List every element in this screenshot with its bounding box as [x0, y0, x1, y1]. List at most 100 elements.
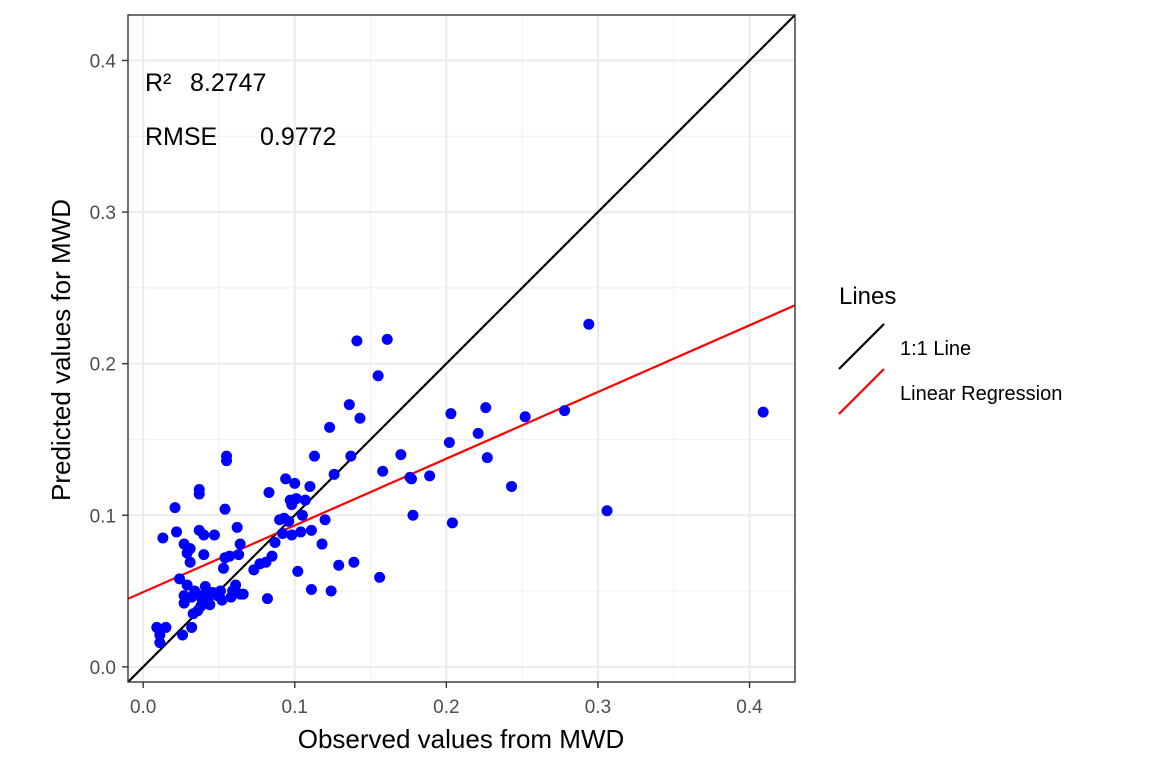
y-tick-label: 0.3 — [90, 203, 116, 224]
data-point — [324, 421, 336, 433]
data-point — [506, 480, 518, 492]
stats-annotation: R² 8.2747 RMSE 0.9772 — [145, 69, 336, 151]
data-point — [424, 470, 436, 482]
data-point — [237, 588, 249, 600]
data-point — [214, 585, 226, 597]
data-point — [308, 450, 320, 462]
data-point — [519, 411, 531, 423]
data-point — [377, 465, 389, 477]
data-point — [345, 450, 357, 462]
data-point — [169, 502, 181, 514]
data-point — [181, 579, 193, 591]
data-point — [299, 494, 311, 506]
legend-key-regression — [838, 368, 885, 415]
data-point — [348, 556, 360, 568]
x-tick-label: 0.0 — [130, 697, 156, 718]
x-tick-label: 0.1 — [282, 697, 308, 718]
legend-label-regression: Linear Regression — [900, 383, 1062, 405]
data-point — [221, 455, 233, 467]
data-point — [178, 597, 190, 609]
r2-value: 8.2747 — [190, 69, 266, 97]
data-point — [283, 515, 295, 527]
data-point — [305, 584, 317, 596]
data-point — [316, 538, 328, 550]
data-point — [445, 408, 457, 420]
plot-border — [127, 14, 796, 683]
data-point — [289, 477, 301, 489]
data-point — [218, 562, 230, 574]
data-point — [231, 521, 243, 533]
data-point — [354, 412, 366, 424]
data-point — [292, 565, 304, 577]
data-point — [343, 399, 355, 411]
data-point — [174, 573, 186, 585]
legend: Lines 1:1 Line Linear Regression — [838, 283, 1062, 415]
data-point — [198, 549, 210, 561]
data-point — [234, 538, 246, 550]
data-point — [154, 637, 166, 649]
data-points — [151, 318, 769, 649]
legend-key-identity — [838, 323, 885, 370]
data-point — [372, 370, 384, 382]
rmse-value: 0.9772 — [260, 123, 336, 151]
identity-line — [128, 15, 795, 682]
data-point — [216, 594, 228, 606]
r2-label: R² — [145, 69, 171, 97]
data-point — [266, 550, 278, 562]
data-point — [286, 529, 298, 541]
y-tick-label: 0.4 — [90, 51, 117, 72]
data-point — [443, 436, 455, 448]
data-point — [261, 593, 273, 605]
data-point — [374, 571, 386, 583]
data-point — [407, 509, 419, 521]
data-point — [290, 493, 302, 505]
data-point — [583, 318, 595, 330]
data-point — [263, 487, 275, 499]
data-point — [757, 406, 769, 418]
data-point — [269, 537, 281, 549]
data-point — [184, 556, 196, 568]
data-point — [295, 526, 307, 538]
data-point — [224, 550, 236, 562]
data-point — [472, 427, 484, 439]
y-tick-label: 0.1 — [90, 506, 116, 527]
data-point — [481, 452, 493, 464]
data-point — [395, 449, 407, 461]
data-point — [601, 505, 613, 517]
x-axis-label: Observed values from MWD — [298, 724, 625, 754]
data-point — [171, 526, 183, 538]
data-point — [193, 488, 205, 500]
data-point — [333, 559, 345, 571]
data-point — [319, 514, 331, 526]
x-tick-label: 0.3 — [585, 697, 611, 718]
legend-title: Lines — [839, 283, 896, 310]
data-point — [405, 473, 417, 485]
data-point — [219, 503, 231, 515]
grid — [128, 15, 795, 682]
data-point — [186, 621, 198, 633]
data-point — [154, 629, 166, 641]
x-axis: 0.0 0.1 0.2 0.3 0.4 — [130, 682, 763, 718]
data-point — [559, 405, 571, 417]
data-point — [381, 333, 393, 345]
y-axis: 0.0 0.1 0.2 0.3 0.4 — [90, 51, 128, 679]
data-point — [304, 480, 316, 492]
data-point — [160, 621, 172, 633]
data-point — [328, 468, 340, 480]
data-point — [230, 579, 242, 591]
y-axis-label: Predicted values for MWD — [46, 199, 76, 501]
data-point — [157, 532, 169, 544]
data-point — [351, 335, 363, 347]
data-point — [233, 549, 245, 561]
y-tick-label: 0.2 — [90, 355, 116, 376]
data-point — [305, 524, 317, 536]
data-point — [277, 527, 289, 539]
legend-label-identity: 1:1 Line — [900, 338, 971, 360]
x-tick-label: 0.4 — [736, 697, 763, 718]
data-point — [208, 529, 220, 541]
data-point — [325, 585, 337, 597]
data-point — [198, 529, 210, 541]
y-tick-label: 0.0 — [90, 658, 116, 679]
data-point — [280, 473, 292, 485]
